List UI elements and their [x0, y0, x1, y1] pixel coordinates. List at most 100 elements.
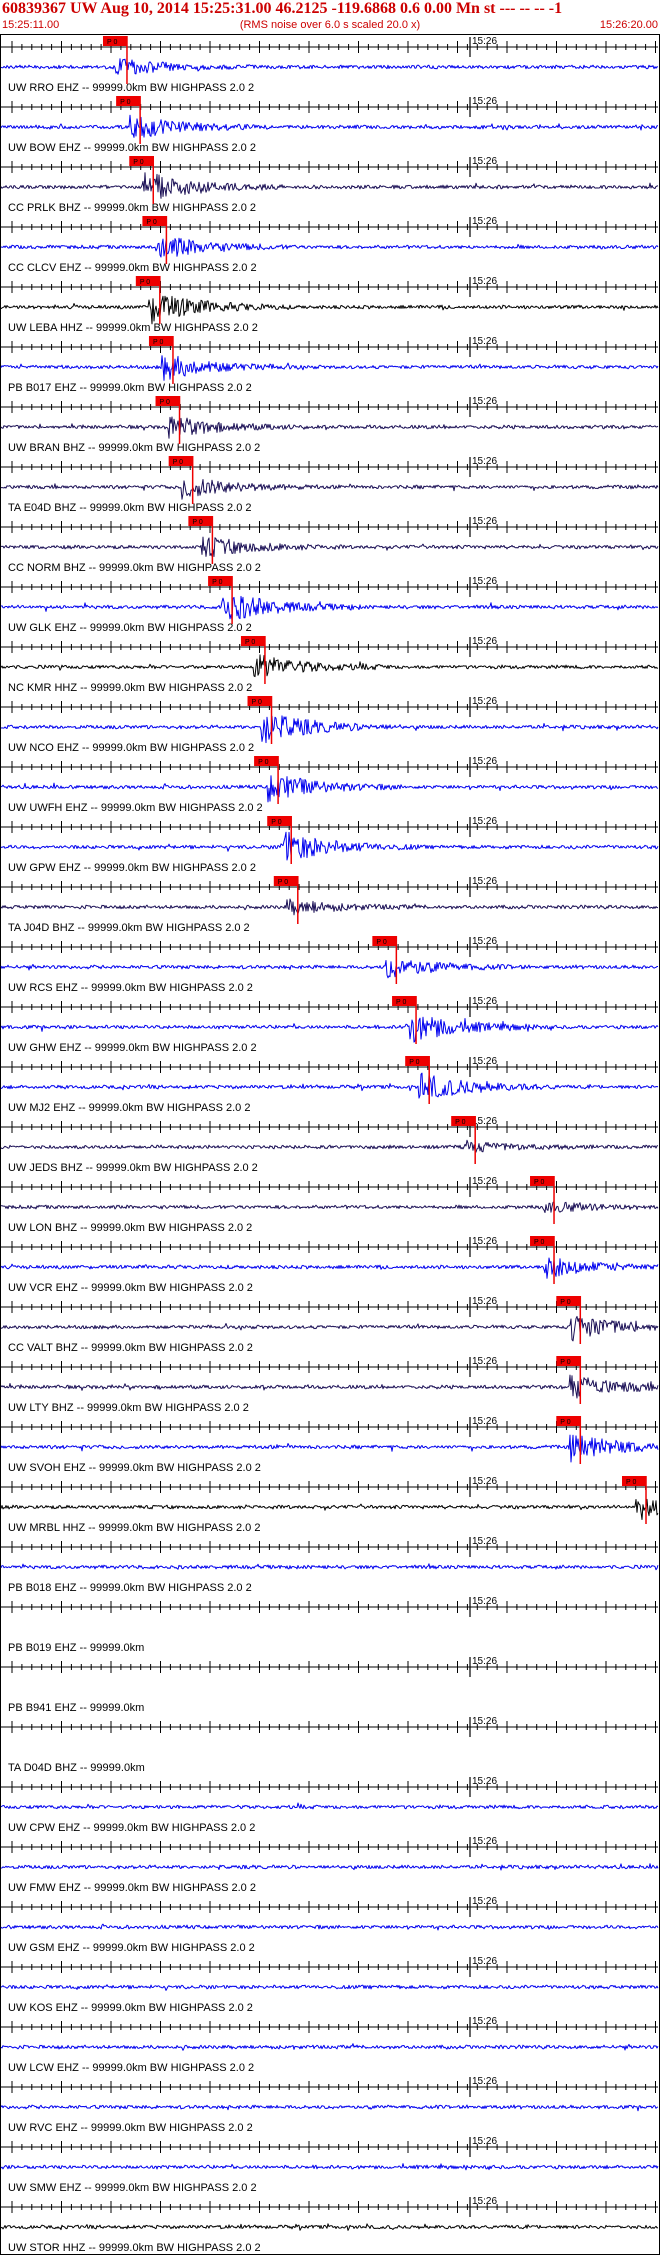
minute-label: 15:26 — [472, 636, 497, 647]
waveform — [0, 1016, 659, 1043]
pick-flag[interactable] — [556, 1356, 581, 1366]
waveform — [0, 1863, 659, 1871]
pick-flag[interactable] — [451, 1116, 476, 1126]
waveform — [0, 1257, 659, 1279]
trace-label: UW BRAN BHZ -- 99999.0km BW HIGHPASS 2.0… — [8, 442, 260, 454]
minute-label: 15:26 — [472, 156, 497, 167]
waveform — [0, 2163, 659, 2171]
trace-label: UW JEDS BHZ -- 99999.0km BW HIGHPASS 2.0… — [8, 1162, 258, 1174]
minute-label: 15:26 — [472, 1776, 497, 1787]
pick-flag[interactable] — [530, 1176, 555, 1186]
waveform — [0, 595, 659, 621]
waveform — [0, 2223, 659, 2231]
minute-label: 15:26 — [472, 576, 497, 587]
pick-flag[interactable] — [168, 456, 193, 466]
trace-label: UW GHW EHZ -- 99999.0km BW HIGHPASS 2.0 … — [8, 1042, 257, 1054]
pick-label: P 0 — [409, 1059, 419, 1066]
minute-label: 15:26 — [472, 96, 497, 107]
minute-label: 15:26 — [472, 2016, 497, 2027]
waveform — [0, 355, 659, 381]
waveform — [0, 1374, 659, 1399]
pick-flag[interactable] — [135, 276, 160, 286]
minute-label: 15:26 — [472, 456, 497, 467]
pick-flag[interactable] — [247, 696, 272, 706]
waveform — [0, 2104, 659, 2112]
trace-label: PB B941 EHZ -- 99999.0km — [8, 1702, 144, 1714]
waveform — [0, 775, 659, 803]
pick-label: P 0 — [173, 459, 183, 466]
trace-label: UW RVC EHZ -- 99999.0km BW HIGHPASS 2.0 … — [8, 2122, 253, 2134]
pick-flag[interactable] — [240, 636, 265, 646]
trace-label: UW GPW EHZ -- 99999.0km BW HIGHPASS 2.0 … — [8, 862, 256, 874]
minute-label: 15:26 — [472, 876, 497, 887]
waveform — [0, 172, 659, 199]
minute-label: 15:26 — [472, 276, 497, 287]
waveform — [0, 1139, 659, 1153]
trace-label: UW KOS EHZ -- 99999.0km BW HIGHPASS 2.0 … — [8, 2002, 253, 2014]
trace-label: CC PRLK BHZ -- 99999.0km BW HIGHPASS 2.0… — [8, 202, 256, 214]
header: 60839367 UW Aug 10, 2014 15:25:31.00 46.… — [0, 0, 660, 34]
pick-flag[interactable] — [142, 216, 167, 226]
waveform — [0, 114, 658, 138]
waveform — [0, 898, 658, 916]
pick-label: P 0 — [140, 279, 150, 286]
minute-label: 15:26 — [472, 1536, 497, 1547]
minute-label: 15:26 — [472, 1056, 497, 1067]
trace-label: UW STOR HHZ -- 99999.0km BW HIGHPASS 2.0… — [8, 2242, 261, 2254]
minute-label: 15:26 — [472, 1116, 497, 1127]
pick-flag[interactable] — [208, 576, 233, 586]
pick-flag[interactable] — [556, 1296, 581, 1306]
minute-label: 15:26 — [472, 696, 497, 707]
trace-label: UW UWFH EHZ -- 99999.0km BW HIGHPASS 2.0… — [8, 802, 263, 814]
pick-flag[interactable] — [129, 156, 154, 166]
pick-flag[interactable] — [155, 396, 180, 406]
pick-flag[interactable] — [556, 1416, 581, 1426]
waveform — [0, 2043, 659, 2051]
minute-label: 15:26 — [472, 2136, 497, 2147]
waveform — [0, 654, 659, 678]
minute-label: 15:26 — [472, 756, 497, 767]
pick-flag[interactable] — [267, 816, 292, 826]
pick-flag[interactable] — [116, 96, 141, 106]
pick-label: P 0 — [396, 999, 406, 1006]
minute-label: 15:26 — [472, 1236, 497, 1247]
pick-flag[interactable] — [530, 1236, 555, 1246]
pick-flag[interactable] — [622, 1476, 647, 1486]
minute-label: 15:26 — [472, 1956, 497, 1967]
start-time: 15:25:11.00 — [2, 19, 60, 31]
pick-label: P 0 — [212, 579, 222, 586]
pick-flag[interactable] — [254, 756, 279, 766]
pick-label: P 0 — [146, 219, 156, 226]
pick-flag[interactable] — [392, 996, 417, 1006]
minute-label: 15:26 — [472, 1896, 497, 1907]
pick-label: P 0 — [278, 879, 288, 886]
minute-label: 15:26 — [472, 816, 497, 827]
pick-label: P 0 — [192, 519, 202, 526]
trace-label: PB B017 EHZ -- 99999.0km BW HIGHPASS 2.0… — [8, 382, 252, 394]
trace-label: PB B019 EHZ -- 99999.0km — [8, 1642, 144, 1654]
pick-flag[interactable] — [372, 936, 397, 946]
trace-label: UW GLK EHZ -- 99999.0km BW HIGHPASS 2.0 … — [8, 622, 252, 634]
pick-flag[interactable] — [188, 516, 213, 526]
waveform — [0, 1984, 659, 1991]
pick-label: P 0 — [252, 699, 262, 706]
minute-label: 15:26 — [472, 516, 497, 527]
pick-label: P 0 — [245, 639, 255, 646]
minute-label: 15:26 — [472, 936, 497, 947]
minute-label: 15:26 — [472, 336, 497, 347]
minute-label: 15:26 — [472, 1716, 497, 1727]
pick-flag[interactable] — [405, 1056, 430, 1066]
pick-flag[interactable] — [148, 336, 173, 346]
waveform — [0, 1498, 659, 1520]
pick-flag[interactable] — [273, 876, 298, 886]
trace-label: UW RCS EHZ -- 99999.0km BW HIGHPASS 2.0 … — [8, 982, 253, 994]
waveform — [0, 1201, 659, 1213]
minute-label: 15:26 — [472, 2196, 497, 2207]
minute-label: 15:26 — [472, 1596, 497, 1607]
minute-label: 15:26 — [472, 2076, 497, 2087]
waveform — [0, 960, 658, 979]
trace-label: UW LON BHZ -- 99999.0km BW HIGHPASS 2.0 … — [8, 1222, 252, 1234]
pick-flag[interactable] — [102, 36, 127, 46]
minute-label: 15:26 — [472, 36, 497, 47]
trace-label: TA E04D BHZ -- 99999.0km BW HIGHPASS 2.0… — [8, 502, 252, 514]
